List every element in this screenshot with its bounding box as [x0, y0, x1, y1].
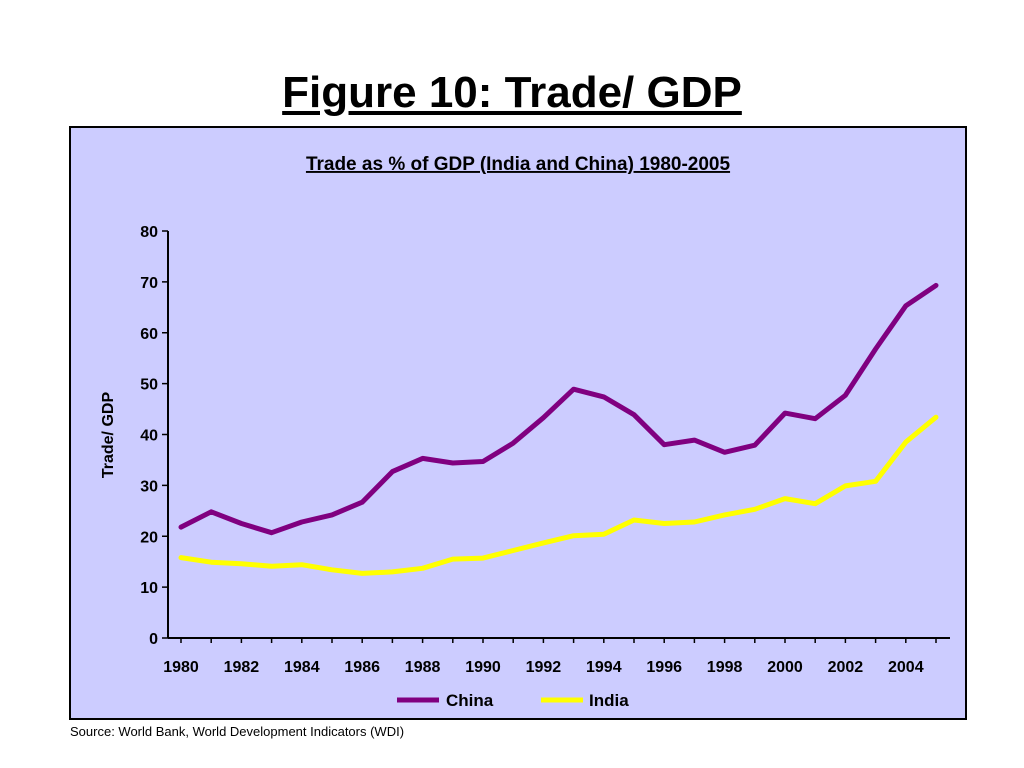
chart-title: Trade as % of GDP (India and China) 1980…: [306, 154, 731, 175]
x-tick-label: 1992: [526, 659, 562, 676]
x-tick-label: 2004: [888, 659, 924, 676]
legend-label-india: India: [589, 691, 629, 710]
y-axis-label: Trade/ GDP: [100, 392, 117, 479]
y-tick-label: 40: [140, 428, 158, 445]
y-tick-label: 30: [140, 478, 158, 495]
source-note: Source: World Bank, World Development In…: [70, 724, 405, 739]
y-tick-label: 20: [140, 529, 158, 546]
series-lines: [178, 282, 939, 576]
x-tick-label: 1988: [405, 659, 441, 676]
y-tick-label: 50: [140, 377, 158, 394]
y-tick-label: 70: [140, 275, 158, 292]
x-tick-label: 1986: [344, 659, 380, 676]
legend-label-china: China: [446, 691, 494, 710]
x-tick-label: 1998: [707, 659, 743, 676]
x-tick-label: 1996: [646, 659, 682, 676]
x-tick-label: 2002: [828, 659, 864, 676]
chart-frame: Trade as % of GDP (India and China) 1980…: [69, 126, 967, 720]
x-tick-label: 1990: [465, 659, 501, 676]
legend: China India: [397, 691, 629, 710]
y-tick-label: 10: [140, 580, 158, 597]
series-line-china: [178, 282, 939, 536]
trade-gdp-line-chart: Trade as % of GDP (India and China) 1980…: [100, 154, 950, 710]
x-tick-label: 1982: [224, 659, 260, 676]
x-tick-label: 1984: [284, 659, 320, 676]
series-line-india: [178, 414, 939, 576]
x-tick-label: 1980: [163, 659, 199, 676]
y-tick-label: 80: [140, 224, 158, 241]
slide-title: Figure 10: Trade/ GDP: [282, 68, 742, 117]
x-tick-label: 2000: [767, 659, 803, 676]
y-tick-label: 0: [149, 631, 158, 648]
x-tick-label: 1994: [586, 659, 622, 676]
y-tick-label: 60: [140, 326, 158, 343]
axes: 0 10 20 30 40 50 60 70 80 1980 1982 1984 1986 1988 199…: [140, 224, 950, 676]
